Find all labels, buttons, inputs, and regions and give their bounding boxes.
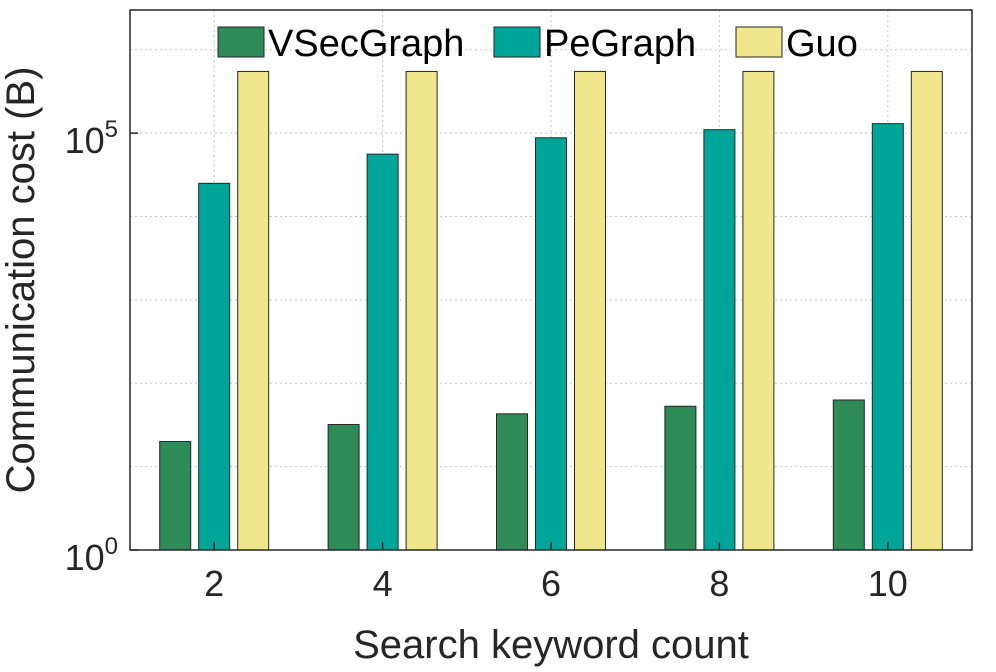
legend: VSecGraph PeGraph Guo [217,23,858,65]
bar-guo-4 [405,70,438,551]
y-ticks: 100 105 [65,116,138,578]
x-tick-label: 8 [709,563,729,604]
x-tick-label: 10 [868,563,908,604]
bar-vsecgraph-10 [832,399,865,551]
legend-label-pegraph: PeGraph [544,23,696,65]
x-tick-label: 4 [373,563,393,604]
bar-guo-10 [910,70,943,551]
bar-pegraph-4 [366,153,399,551]
bar-pegraph-2 [198,182,231,551]
bar-pegraph-10 [871,123,904,551]
legend-label-vsecgraph: VSecGraph [268,23,464,65]
legend-label-guo: Guo [786,23,858,65]
bar-pegraph-6 [535,137,567,551]
bars [159,70,943,551]
bar-vsecgraph-6 [496,413,528,551]
bar-guo-8 [742,70,775,551]
y-tick-label: 105 [65,116,118,161]
x-tick-label: 6 [541,563,561,604]
bar-guo-6 [574,70,606,551]
x-ticks: 2 4 6 8 10 [204,542,908,604]
bar-vsecgraph-8 [664,405,697,551]
y-tick-label: 100 [65,533,118,578]
y-axis-title: Communication cost (B) [0,67,43,494]
x-tick-label: 2 [204,563,224,604]
bar-guo-2 [237,70,270,551]
bar-pegraph-8 [703,129,736,551]
legend-swatch-guo [735,26,783,58]
legend-swatch-vsecgraph [217,26,265,58]
bar-vsecgraph-4 [327,424,360,551]
bar-vsecgraph-2 [159,441,192,551]
legend-swatch-pegraph [493,26,541,58]
x-axis-title: Search keyword count [353,623,749,667]
